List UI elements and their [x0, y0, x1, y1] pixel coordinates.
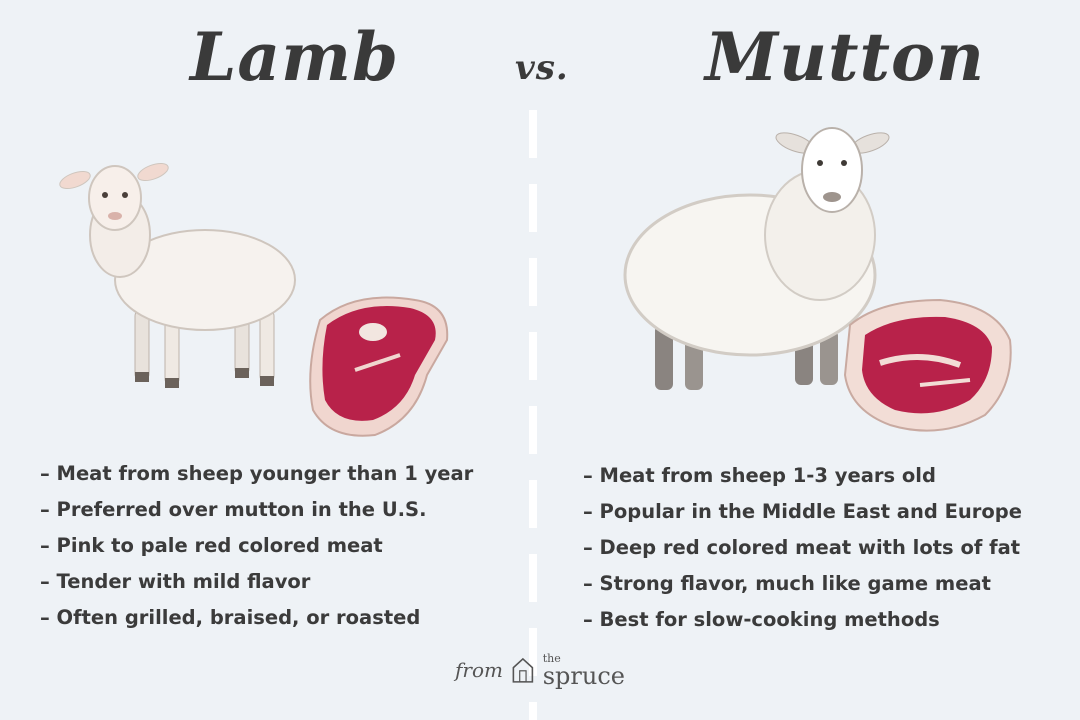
lamb-title: Lamb — [190, 18, 400, 96]
vs-label: vs. — [515, 48, 569, 88]
center-divider — [529, 110, 537, 720]
lamb-fact: Meat from sheep younger than 1 year — [40, 456, 474, 492]
lamb-fact: Often grilled, braised, or roasted — [40, 600, 473, 636]
lamb-fact: Tender with mild flavor — [40, 564, 473, 600]
mutton-fact: Strong flavor, much like game meat — [583, 566, 1022, 602]
brand-footer: from the spruce — [455, 648, 625, 692]
brand-from: from — [455, 658, 503, 682]
lamb-fact: Pink to pale red colored meat — [40, 528, 473, 564]
mutton-fact: Best for slow-cooking methods — [583, 602, 1022, 638]
mutton-fact: Meat from sheep 1-3 years old — [583, 458, 1022, 494]
mutton-title: Mutton — [705, 18, 986, 96]
mutton-fact: Deep red colored meat with lots of fat — [583, 530, 1022, 566]
mutton-cut-icon — [843, 298, 1012, 432]
lamb-illustration-icon — [59, 162, 449, 437]
lamb-facts-list: Meat from sheep younger than 1 year Pref… — [40, 456, 474, 636]
lamb-fact: Preferred over mutton in the U.S. — [40, 492, 473, 528]
sheep-illustration-icon — [623, 127, 1012, 432]
lamb-cut-icon — [309, 296, 449, 437]
house-logo-icon — [512, 657, 534, 683]
brand-name: spruce — [542, 661, 625, 690]
mutton-facts-list: Meat from sheep 1-3 years old Popular in… — [583, 458, 1022, 638]
brand-the: the — [542, 651, 561, 665]
mutton-fact: Popular in the Middle East and Europe — [583, 494, 1022, 530]
